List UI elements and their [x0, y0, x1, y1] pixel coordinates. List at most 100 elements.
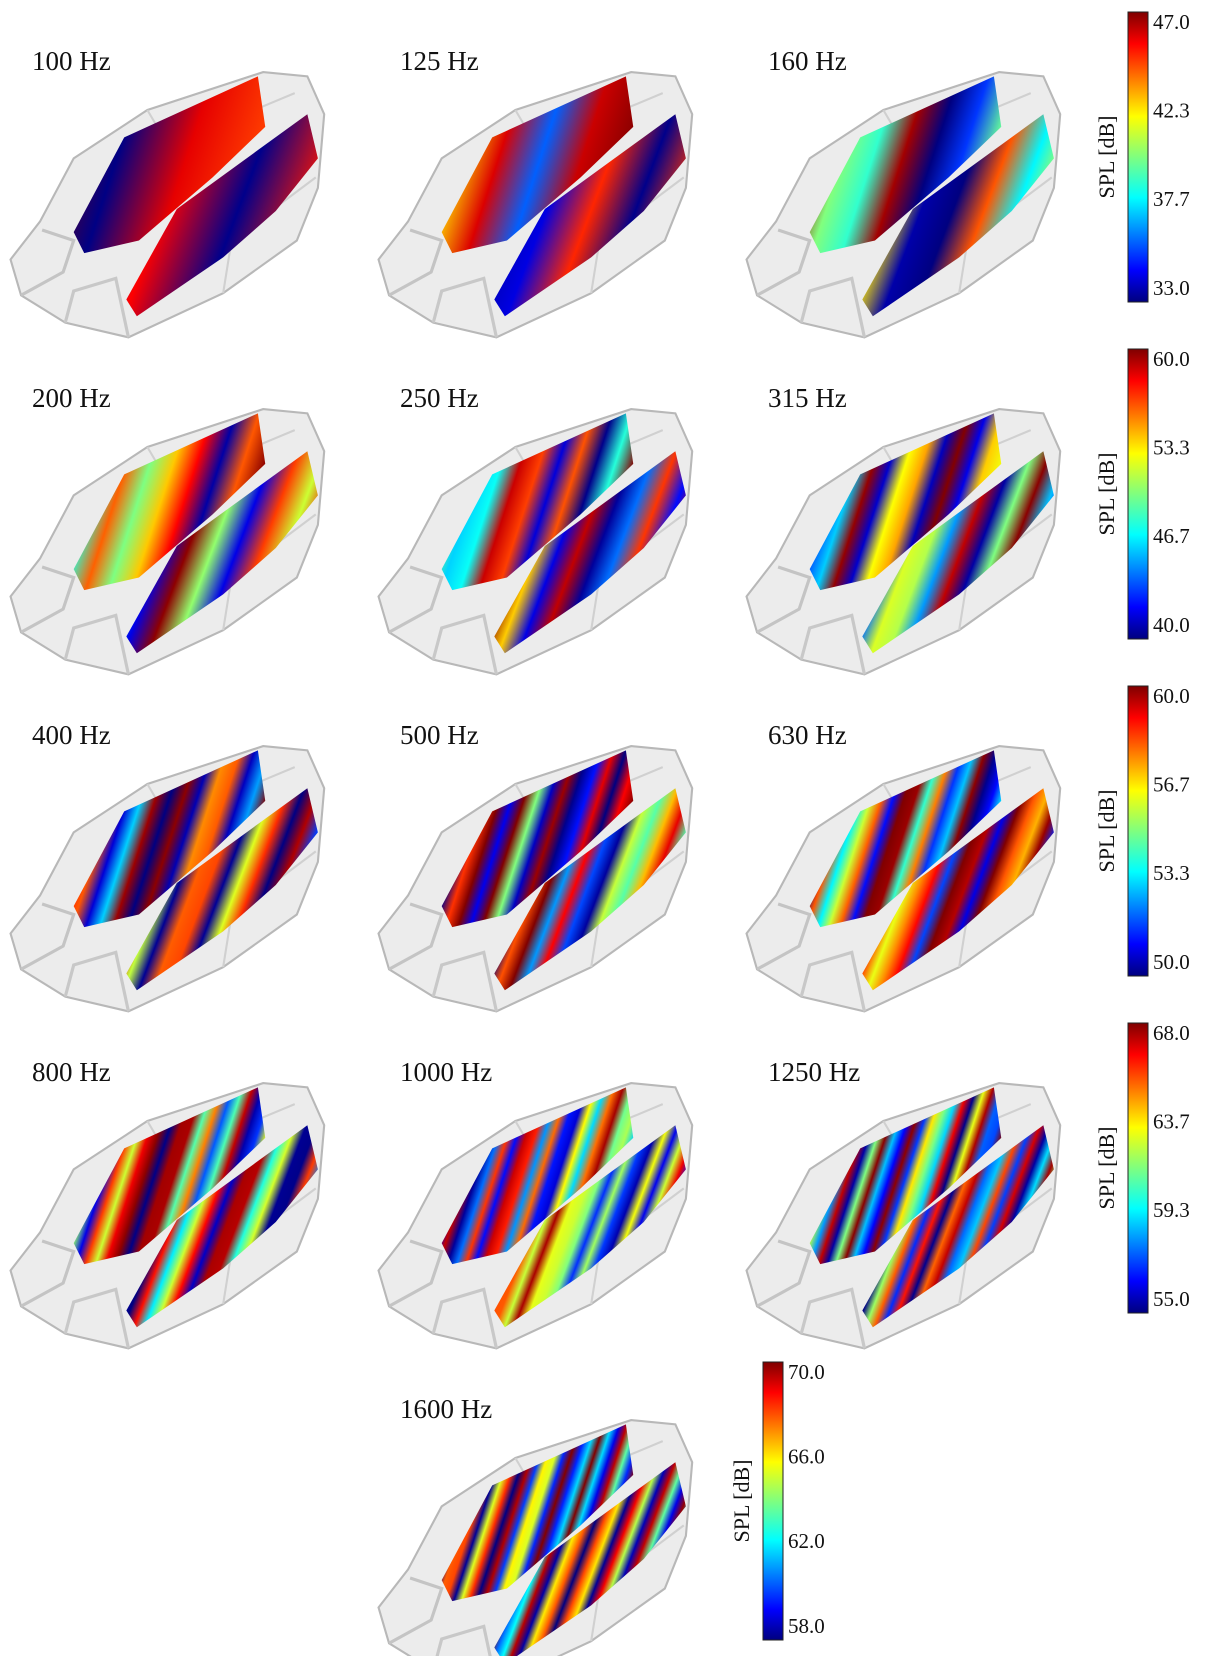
spl-surface	[494, 451, 686, 654]
panel: 630 Hz	[744, 720, 1062, 1013]
colorbar-tick: 59.3	[1153, 1198, 1190, 1222]
panel: 315 Hz	[744, 383, 1062, 676]
panel: 400 Hz	[8, 720, 326, 1013]
colorbar: SPL [dB] 47.0 42.3 37.7 33.0	[1094, 10, 1190, 303]
colorbar-scale	[1127, 11, 1149, 303]
colorbar-tick: 70.0	[788, 1360, 825, 1384]
car-model	[744, 744, 1062, 1013]
spl-surface	[494, 1462, 686, 1656]
spl-surface	[809, 1087, 1002, 1265]
panel: 125 Hz	[376, 46, 694, 339]
colorbar-label: SPL [dB]	[729, 1460, 754, 1543]
colorbar-label: SPL [dB]	[1094, 453, 1119, 536]
car-model	[744, 70, 1062, 339]
colorbar-tick: 33.0	[1153, 276, 1190, 300]
spl-surface	[809, 76, 1002, 254]
car-model	[744, 1081, 1062, 1350]
car-model	[8, 1081, 326, 1350]
colorbar-scale	[1127, 1022, 1149, 1314]
frequency-label: 100 Hz	[32, 46, 111, 76]
colorbar-tick: 60.0	[1153, 684, 1190, 708]
spl-surface	[126, 1125, 318, 1328]
spl-surface	[809, 750, 1002, 928]
panel: 200 Hz	[8, 383, 326, 676]
spl-surface	[441, 76, 634, 254]
frequency-label: 630 Hz	[768, 720, 847, 750]
colorbar: SPL [dB] 68.0 63.7 59.3 55.0	[1094, 1021, 1190, 1314]
colorbar-label: SPL [dB]	[1094, 116, 1119, 199]
frequency-label: 125 Hz	[400, 46, 479, 76]
car-model	[744, 407, 1062, 676]
car-model	[8, 744, 326, 1013]
spl-surface	[862, 1125, 1054, 1328]
colorbar-label: SPL [dB]	[1094, 790, 1119, 873]
spl-surface	[73, 413, 266, 591]
colorbar: SPL [dB] 60.0 56.7 53.3 50.0	[1094, 684, 1190, 977]
spl-surface	[126, 114, 318, 317]
spl-surface	[494, 114, 686, 317]
colorbar-tick: 63.7	[1153, 1109, 1190, 1133]
spl-surface	[862, 451, 1054, 654]
colorbar-tick: 40.0	[1153, 613, 1190, 637]
colorbar-tick: 60.0	[1153, 347, 1190, 371]
colorbar-scale	[762, 1361, 784, 1641]
spl-surface	[73, 1087, 266, 1265]
car-model	[376, 407, 694, 676]
colorbar-tick: 50.0	[1153, 950, 1190, 974]
frequency-label: 1000 Hz	[400, 1057, 492, 1087]
panel: 1000 Hz	[376, 1057, 694, 1350]
spl-surface	[73, 76, 266, 254]
spl-surface	[862, 788, 1054, 991]
colorbar-scale	[1127, 685, 1149, 977]
spl-surface	[862, 114, 1054, 317]
colorbar-tick: 62.0	[788, 1529, 825, 1553]
frequency-label: 500 Hz	[400, 720, 479, 750]
panel: 160 Hz	[744, 46, 1062, 339]
colorbar-scale	[1127, 348, 1149, 640]
panel: 500 Hz	[376, 720, 694, 1013]
frequency-label: 400 Hz	[32, 720, 111, 750]
panel: 1600 Hz	[376, 1394, 694, 1656]
colorbar-tick: 53.3	[1153, 861, 1190, 885]
spl-surface	[441, 750, 634, 928]
car-model	[376, 1081, 694, 1350]
car-model	[8, 407, 326, 676]
frequency-label: 1250 Hz	[768, 1057, 860, 1087]
colorbar-tick: 55.0	[1153, 1287, 1190, 1311]
frequency-label: 200 Hz	[32, 383, 111, 413]
frequency-label: 250 Hz	[400, 383, 479, 413]
colorbar-tick: 42.3	[1153, 98, 1190, 122]
panel: 100 Hz	[8, 46, 326, 339]
car-model	[376, 1418, 694, 1656]
panel: 250 Hz	[376, 383, 694, 676]
colorbar: SPL [dB] 60.0 53.3 46.7 40.0	[1094, 347, 1190, 640]
spl-surface	[126, 788, 318, 991]
spl-surface	[73, 750, 266, 928]
colorbar-tick: 47.0	[1153, 10, 1190, 34]
car-model	[376, 70, 694, 339]
colorbar: SPL [dB] 70.0 66.0 62.0 58.0	[729, 1360, 825, 1641]
panel: 1250 Hz	[744, 1057, 1062, 1350]
frequency-label: 800 Hz	[32, 1057, 111, 1087]
spl-surface	[441, 1424, 634, 1602]
spl-surface	[494, 788, 686, 991]
colorbar-tick: 46.7	[1153, 524, 1190, 548]
frequency-label: 315 Hz	[768, 383, 847, 413]
colorbar-tick: 53.3	[1153, 435, 1190, 459]
spl-surface	[441, 1087, 634, 1265]
colorbar-tick: 37.7	[1153, 187, 1190, 211]
car-model	[8, 70, 326, 339]
spl-surface	[126, 451, 318, 654]
frequency-label: 1600 Hz	[400, 1394, 492, 1424]
colorbar-tick: 58.0	[788, 1614, 825, 1638]
colorbar-tick: 56.7	[1153, 772, 1190, 796]
spl-surface	[494, 1125, 686, 1328]
panel: 800 Hz	[8, 1057, 326, 1350]
colorbar-tick: 68.0	[1153, 1021, 1190, 1045]
spl-surface	[441, 413, 634, 591]
car-model	[376, 744, 694, 1013]
colorbar-tick: 66.0	[788, 1444, 825, 1468]
frequency-label: 160 Hz	[768, 46, 847, 76]
colorbar-label: SPL [dB]	[1094, 1127, 1119, 1210]
